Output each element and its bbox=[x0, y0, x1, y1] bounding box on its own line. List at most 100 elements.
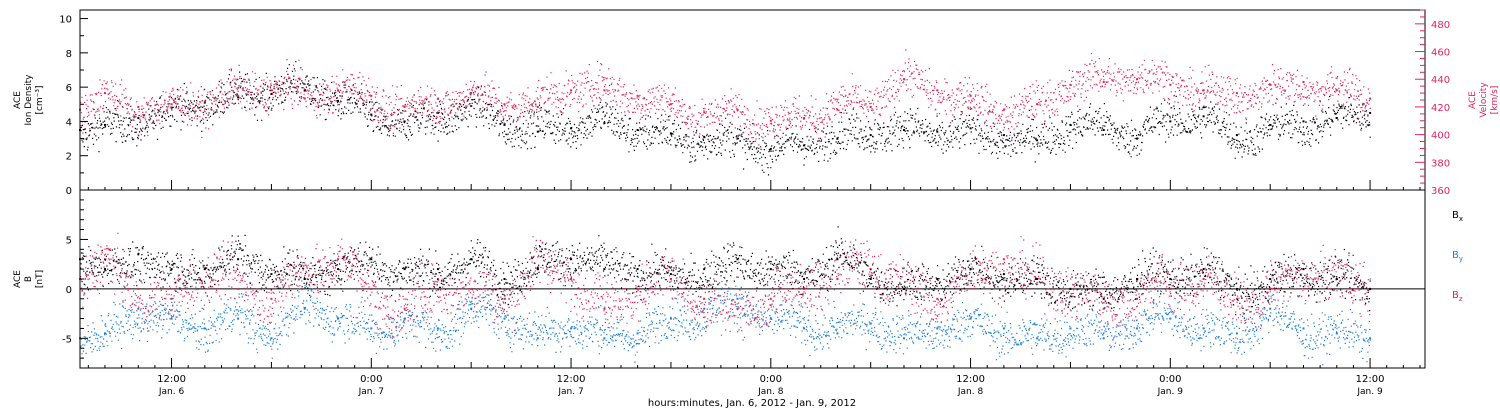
bx-point bbox=[1202, 268, 1205, 271]
density-point bbox=[969, 127, 972, 130]
bx-point bbox=[370, 258, 373, 261]
bx-point bbox=[303, 278, 306, 280]
velocity-axis-ticks: 360 380 400 420 440 460 480 bbox=[1415, 9, 1450, 197]
by-point bbox=[104, 332, 106, 335]
by-point bbox=[337, 317, 339, 320]
by-point bbox=[1069, 327, 1072, 330]
velocity-tick-label: 480 bbox=[1431, 20, 1450, 31]
legend-bz: Bz bbox=[1452, 290, 1463, 303]
day-tick-label: Jan. 9 bbox=[1356, 387, 1383, 397]
bx-points bbox=[79, 226, 1372, 319]
density-point bbox=[170, 106, 173, 109]
time-axis-caption: hours:minutes, Jan. 6, 2012 - Jan. 9, 20… bbox=[648, 398, 856, 409]
velocity-axis-label: ACE Velocity [km/s] bbox=[1468, 82, 1500, 118]
ion-density-velocity-panel: 0 2 4 6 8 10 360 380 400 420 440 460 480 ACE Ion De… bbox=[13, 9, 1500, 197]
by-point bbox=[769, 317, 772, 320]
bz-point bbox=[803, 287, 806, 290]
density-tick-label: 4 bbox=[66, 117, 72, 128]
density-point bbox=[370, 113, 373, 116]
bx-point bbox=[936, 278, 939, 280]
field-axis-label: ACE B [nT] bbox=[13, 270, 45, 288]
bz-point bbox=[936, 297, 939, 300]
by-point bbox=[303, 307, 306, 310]
bx-point bbox=[337, 268, 339, 271]
density-point bbox=[1036, 139, 1039, 142]
legend-by: By bbox=[1452, 250, 1463, 263]
by-point bbox=[1136, 327, 1138, 330]
by-point bbox=[803, 327, 806, 330]
density-label-line-2: Ion Density bbox=[24, 74, 34, 126]
by-point bbox=[669, 317, 672, 320]
velocity-point bbox=[270, 89, 273, 92]
velocity-point bbox=[337, 89, 339, 92]
bz-point bbox=[703, 297, 706, 300]
bz-point bbox=[1002, 258, 1005, 261]
bz-point bbox=[636, 287, 639, 290]
day-tick-label: Jan. 7 bbox=[557, 387, 583, 397]
density-point bbox=[1269, 123, 1272, 126]
bx-point bbox=[503, 278, 506, 280]
legend-bx: Bx bbox=[1452, 210, 1463, 223]
time-tick-label: 12:00 bbox=[956, 374, 985, 385]
density-point bbox=[1002, 134, 1005, 137]
by-point bbox=[1369, 337, 1372, 340]
bx-point bbox=[1069, 287, 1072, 290]
day-tick-label: Jan. 6 bbox=[158, 387, 185, 397]
by-point bbox=[370, 327, 373, 330]
bx-point bbox=[137, 253, 140, 256]
density-axis-label: ACE Ion Density [cm⁻³] bbox=[13, 74, 45, 126]
velocity-tick-label: 400 bbox=[1431, 131, 1450, 142]
velocity-point bbox=[769, 119, 772, 122]
velocity-point bbox=[470, 92, 473, 95]
velocity-tick-label: 420 bbox=[1431, 103, 1450, 114]
density-axis-ticks: 0 2 4 6 8 10 bbox=[59, 15, 88, 197]
velocity-point bbox=[570, 89, 573, 92]
by-point bbox=[1235, 332, 1238, 335]
density-tick-label: 8 bbox=[66, 49, 72, 60]
bx-point bbox=[869, 278, 872, 280]
bx-point bbox=[836, 258, 839, 261]
density-point bbox=[570, 127, 573, 130]
bx-point bbox=[203, 268, 206, 271]
density-point bbox=[1235, 134, 1238, 137]
density-point bbox=[1335, 117, 1338, 119]
bz-point bbox=[669, 278, 672, 280]
density-point bbox=[270, 93, 273, 95]
field-label-line-3: [nT] bbox=[35, 270, 45, 288]
bx-point bbox=[1302, 268, 1305, 271]
bx-point bbox=[570, 258, 573, 261]
velocity-point bbox=[137, 105, 140, 108]
velocity-point bbox=[237, 94, 240, 97]
density-cloud bbox=[80, 61, 1371, 176]
bx-point bbox=[237, 258, 240, 261]
bx-point bbox=[1036, 278, 1039, 280]
velocity-tick-label: 360 bbox=[1431, 186, 1450, 197]
bx-point bbox=[769, 268, 772, 271]
density-tick-label: 6 bbox=[66, 83, 72, 94]
bz-point bbox=[503, 297, 506, 300]
velocity-point bbox=[669, 103, 672, 106]
bx-point bbox=[1335, 278, 1338, 280]
time-tick-label: 0:00 bbox=[1159, 374, 1181, 385]
bx-point bbox=[1136, 278, 1138, 280]
bz-point bbox=[836, 278, 839, 280]
velocity-point bbox=[536, 105, 539, 108]
velocity-point bbox=[503, 103, 506, 106]
by-point bbox=[203, 327, 206, 330]
time-axis: 12:00 Jan. 6 0:00 Jan. 7 12:00 Jan. 7 0:00 Jan.… bbox=[87, 180, 1421, 397]
velocity-point bbox=[170, 103, 173, 106]
density-tick-label: 0 bbox=[66, 186, 72, 197]
by-point bbox=[536, 337, 539, 340]
by-point bbox=[270, 337, 273, 340]
velocity-point bbox=[903, 78, 905, 81]
by-point bbox=[1036, 337, 1039, 340]
velocity-point bbox=[1069, 83, 1072, 86]
density-point bbox=[936, 130, 939, 133]
density-point bbox=[503, 123, 506, 126]
density-point bbox=[1136, 137, 1138, 140]
field-label-line-2: B bbox=[24, 276, 34, 282]
by-point bbox=[703, 307, 706, 310]
by-point bbox=[903, 337, 905, 340]
day-tick-label: Jan. 8 bbox=[957, 387, 984, 397]
